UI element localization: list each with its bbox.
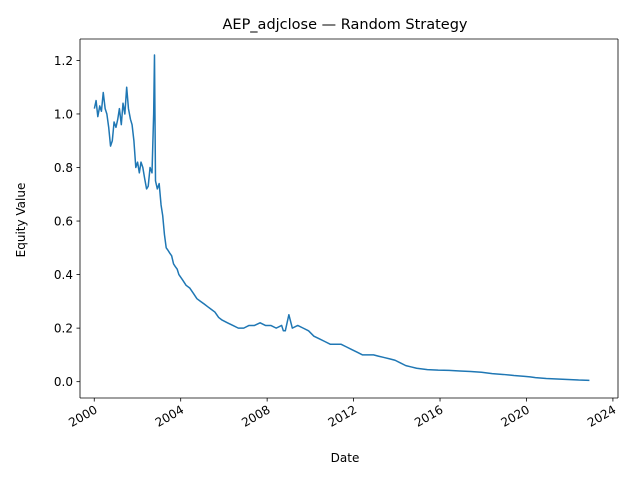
series-line: [93, 54, 590, 382]
y-axis-ticks: 0.0 0.2 0.4 0.6 0.8 1.0 1.2: [54, 54, 80, 389]
y-tick-label: 1.2: [54, 54, 73, 68]
x-axis-label: Date: [331, 451, 360, 465]
plot-area: [79, 38, 619, 399]
y-tick-label: 1.0: [54, 107, 73, 121]
y-tick-label: 0.0: [54, 375, 73, 389]
y-tick-label: 0.4: [54, 268, 73, 282]
chart-title: AEP_adjclose — Random Strategy: [222, 17, 467, 33]
y-tick-label: 0.2: [54, 322, 73, 336]
y-tick-label: 0.6: [54, 215, 73, 229]
y-tick-label: 0.8: [54, 161, 73, 175]
y-axis-label: Equity Value: [14, 183, 28, 258]
series-layer: [93, 54, 590, 382]
